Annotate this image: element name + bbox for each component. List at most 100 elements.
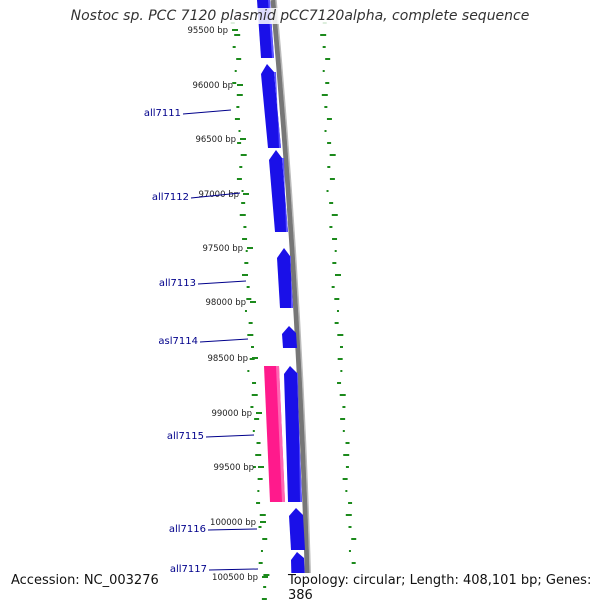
- tick-label: 96000 bp: [192, 81, 233, 91]
- gc-mark: [232, 46, 236, 48]
- gc-mark: [332, 238, 338, 240]
- gc-mark: [348, 502, 353, 504]
- gene-leader-line: [199, 338, 249, 343]
- gc-mark: [337, 382, 342, 384]
- tick-mark: 99000 bp: [211, 409, 262, 419]
- tick-dash: [258, 466, 264, 468]
- gc-mark: [250, 346, 254, 348]
- gc-mark: [256, 442, 261, 444]
- tick-label: 98000 bp: [205, 298, 246, 308]
- gc-track-outer: [320, 10, 359, 600]
- gc-track-inner: [230, 10, 270, 600]
- tick-mark: 96500 bp: [195, 135, 246, 145]
- gc-mark: [345, 514, 352, 516]
- gc-mark: [334, 274, 341, 276]
- gc-mark: [261, 598, 267, 600]
- gc-mark: [260, 550, 263, 552]
- gc-mark: [329, 154, 336, 156]
- gc-mark: [342, 406, 346, 408]
- gc-mark: [327, 166, 331, 168]
- backbone-arc: [270, 0, 311, 600]
- gc-mark: [236, 106, 240, 108]
- tick-mark: 99500 bp: [213, 463, 264, 473]
- tick-dash: [262, 576, 268, 578]
- gc-mark: [327, 142, 332, 144]
- gene-track: [257, 0, 306, 600]
- gc-mark: [254, 418, 260, 420]
- gene-label-all7117: all7117: [170, 564, 259, 575]
- gene-label-all7112: all7112: [152, 192, 241, 203]
- gc-mark: [324, 106, 328, 108]
- gc-mark: [236, 58, 242, 60]
- tick-mark: 98500 bp: [207, 354, 258, 364]
- gc-mark: [237, 142, 242, 144]
- tick-mark: 95500 bp: [187, 26, 238, 36]
- gene-leader-line: [182, 109, 232, 115]
- tick-dash: [256, 412, 262, 414]
- gc-mark: [334, 322, 339, 324]
- gene-arrow: [277, 248, 293, 308]
- gc-mark: [257, 478, 263, 480]
- gc-mark: [351, 538, 357, 540]
- gc-mark: [246, 298, 252, 300]
- gc-mark: [340, 418, 346, 420]
- gc-mark: [340, 370, 343, 372]
- gc-mark: [334, 298, 340, 300]
- gc-mark: [255, 454, 262, 456]
- gc-content-track: [230, 10, 359, 600]
- tick-label: 100500 bp: [212, 573, 258, 583]
- gc-mark: [326, 190, 329, 192]
- gc-mark: [345, 490, 348, 492]
- gc-mark: [342, 478, 348, 480]
- gc-mark: [252, 466, 256, 468]
- gc-mark: [242, 238, 248, 240]
- tick-dash: [243, 193, 249, 195]
- gene-arrow: [261, 64, 281, 148]
- tick-mark: 96000 bp: [192, 81, 243, 91]
- tick-dash: [252, 357, 258, 359]
- gene-label-text: all7116: [169, 524, 206, 535]
- gc-mark: [246, 286, 250, 288]
- tick-dash: [240, 138, 246, 140]
- gc-mark: [240, 154, 247, 156]
- gc-mark: [334, 250, 337, 252]
- gc-mark: [252, 430, 255, 432]
- gc-mark: [234, 118, 240, 120]
- gc-mark: [244, 262, 249, 264]
- gc-mark: [251, 394, 258, 396]
- gene-label-text: all7111: [144, 108, 181, 119]
- gc-mark: [345, 442, 350, 444]
- gene-label-text: asl7114: [158, 336, 198, 347]
- gc-mark: [348, 550, 351, 552]
- gene-label-track: all7111 all7112 all7113 asl7114 all7115 all71…: [144, 108, 259, 575]
- gc-mark: [259, 514, 266, 516]
- gc-mark: [331, 214, 338, 216]
- tick-mark: 97500 bp: [202, 244, 253, 254]
- map-title: Nostoc sp. PCC 7120 plasmid pCC7120alpha…: [0, 8, 600, 24]
- topology-summary: Topology: circular; Length: 408,101 bp; …: [286, 573, 600, 603]
- gc-mark: [322, 70, 325, 72]
- gene-arrow: [264, 366, 285, 502]
- gene-arrow: [282, 326, 297, 348]
- gene-label-all7115: all7115: [167, 431, 255, 442]
- gc-mark: [243, 226, 247, 228]
- gene-label-all7113: all7113: [159, 278, 247, 289]
- gene-label-all7111: all7111: [144, 108, 232, 119]
- tick-dash: [232, 29, 238, 31]
- gc-mark: [336, 310, 339, 312]
- backbone-highlight: [275, 0, 312, 600]
- tick-dash: [237, 84, 243, 86]
- gc-mark: [348, 526, 352, 528]
- tick-mark: 98000 bp: [205, 298, 256, 308]
- tick-label: 100000 bp: [210, 518, 256, 528]
- gene-label-asl7114: asl7114: [158, 336, 249, 347]
- tick-mark: 100000 bp: [210, 518, 266, 528]
- gc-mark: [236, 178, 242, 180]
- gene-arrow: [284, 366, 302, 502]
- gc-mark: [252, 382, 257, 384]
- gc-mark: [257, 490, 260, 492]
- tick-dash: [260, 521, 266, 523]
- gc-mark: [337, 334, 344, 336]
- gene-leader-line: [207, 528, 258, 531]
